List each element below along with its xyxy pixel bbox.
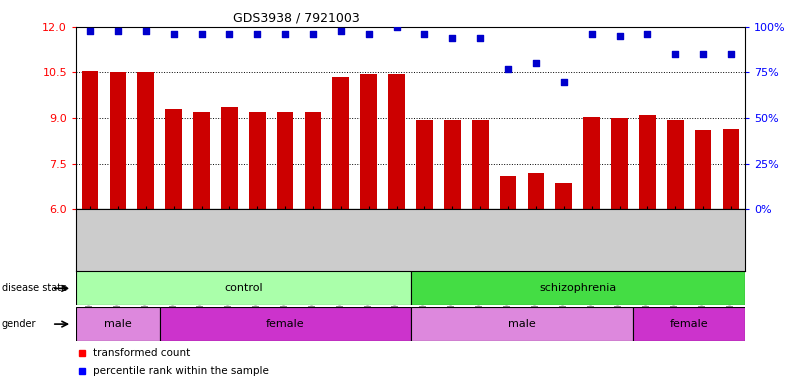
Bar bbox=[411, 307, 634, 341]
Point bbox=[725, 51, 738, 57]
Bar bbox=[611, 118, 628, 209]
Bar bbox=[639, 115, 656, 209]
Point bbox=[473, 35, 486, 41]
Bar bbox=[360, 74, 377, 209]
Bar bbox=[277, 112, 293, 209]
Bar bbox=[667, 119, 683, 209]
Bar bbox=[583, 117, 600, 209]
Point bbox=[83, 28, 96, 34]
Bar bbox=[159, 307, 410, 341]
Bar bbox=[555, 184, 572, 209]
Text: percentile rank within the sample: percentile rank within the sample bbox=[93, 366, 268, 376]
Point bbox=[669, 51, 682, 57]
Point bbox=[586, 31, 598, 37]
Bar bbox=[165, 109, 182, 209]
Point bbox=[195, 31, 208, 37]
Bar bbox=[76, 307, 159, 341]
Point bbox=[362, 31, 375, 37]
Bar bbox=[723, 129, 739, 209]
Text: female: female bbox=[266, 319, 304, 329]
Point bbox=[418, 31, 431, 37]
Bar bbox=[411, 271, 745, 305]
Bar bbox=[388, 74, 405, 209]
Bar bbox=[694, 130, 711, 209]
Point bbox=[529, 60, 542, 66]
Bar bbox=[138, 73, 154, 209]
Point bbox=[279, 31, 292, 37]
Point bbox=[501, 66, 514, 72]
Point bbox=[335, 28, 348, 34]
Point bbox=[557, 79, 570, 85]
Text: schizophrenia: schizophrenia bbox=[539, 283, 616, 293]
Point bbox=[111, 28, 124, 34]
Bar bbox=[110, 73, 127, 209]
Bar bbox=[472, 119, 489, 209]
Bar bbox=[416, 119, 433, 209]
Bar bbox=[304, 112, 321, 209]
Point bbox=[390, 24, 403, 30]
Bar bbox=[221, 108, 238, 209]
Point bbox=[223, 31, 235, 37]
Point bbox=[613, 33, 626, 39]
Bar bbox=[528, 173, 545, 209]
Bar bbox=[249, 112, 266, 209]
Point bbox=[446, 35, 459, 41]
Point bbox=[641, 31, 654, 37]
Bar bbox=[82, 71, 99, 209]
Bar bbox=[332, 77, 349, 209]
Text: male: male bbox=[104, 319, 132, 329]
Point bbox=[167, 31, 180, 37]
Point bbox=[139, 28, 152, 34]
Text: transformed count: transformed count bbox=[93, 348, 190, 358]
Bar bbox=[76, 271, 411, 305]
Text: gender: gender bbox=[2, 319, 36, 329]
Bar bbox=[634, 307, 745, 341]
Bar bbox=[500, 176, 517, 209]
Text: control: control bbox=[224, 283, 263, 293]
Text: female: female bbox=[670, 319, 709, 329]
Point bbox=[251, 31, 264, 37]
Bar bbox=[193, 112, 210, 209]
Text: disease state: disease state bbox=[2, 283, 66, 293]
Text: GDS3938 / 7921003: GDS3938 / 7921003 bbox=[233, 12, 360, 25]
Point bbox=[307, 31, 320, 37]
Text: male: male bbox=[508, 319, 536, 329]
Point bbox=[697, 51, 710, 57]
Bar bbox=[444, 119, 461, 209]
